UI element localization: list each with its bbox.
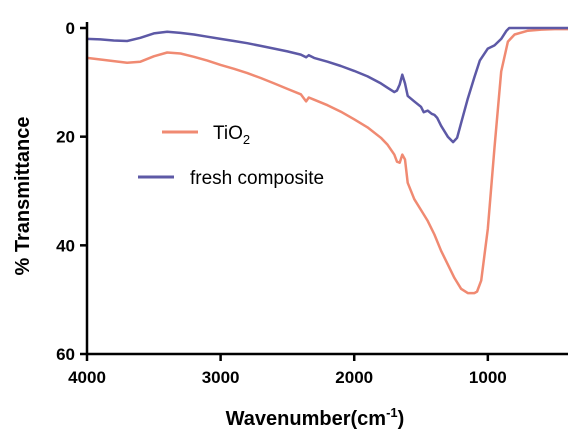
y-tick-label: 20 [56,128,75,147]
axes [85,22,568,356]
legend-label-tio2: TiO2 [213,123,250,147]
y-tick-label: 40 [56,236,75,255]
series-line-fresh-composite [86,26,568,144]
x-tick-label: 3000 [202,368,240,387]
legend-item-tio2: TiO2 [162,123,250,147]
series-line-tio2 [86,27,568,295]
x-tick-label: 1000 [469,368,507,387]
y-tick-label: 60 [56,345,75,364]
legend: TiO2 fresh composite [138,123,324,189]
legend-label-fresh-composite: fresh composite [190,168,324,189]
y-tick-label: 0 [66,19,75,38]
legend-item-fresh-composite: fresh composite [138,168,324,189]
plot-lines [86,26,568,295]
ticks: 4000 3000 2000 1000 0 20 40 60 [56,19,507,387]
x-tick-label: 2000 [335,368,373,387]
y-axis-title: % Transmittance [12,117,34,276]
x-axis-title: Wavenumber(cm-1) [226,405,405,430]
x-tick-label: 4000 [68,368,106,387]
